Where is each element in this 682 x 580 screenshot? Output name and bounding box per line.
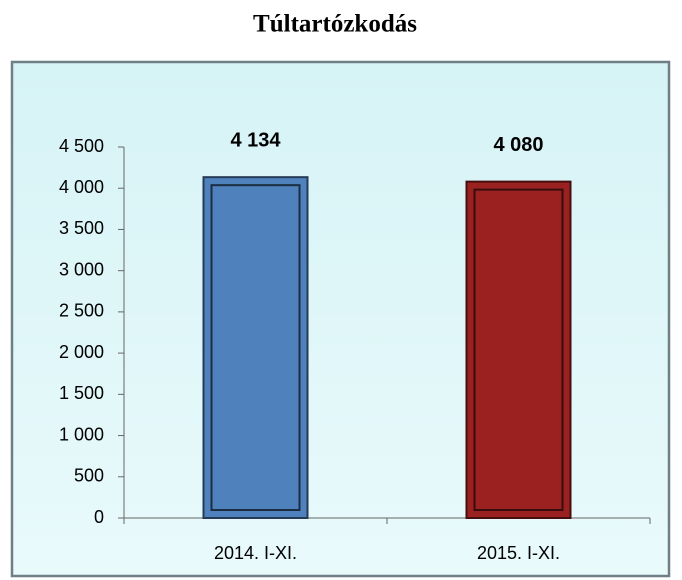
x-tick-label: 2014. I-XI. xyxy=(214,543,297,563)
value-label: 4 080 xyxy=(493,134,543,156)
y-tick-label: 2 500 xyxy=(59,301,104,321)
y-tick-label: 1 000 xyxy=(59,424,104,444)
y-tick-label: 4 000 xyxy=(59,177,104,197)
bar xyxy=(202,176,309,520)
y-tick-label: 2 000 xyxy=(59,342,104,362)
y-tick-label: 3 000 xyxy=(59,259,104,279)
y-tick-label: 4 500 xyxy=(59,136,104,156)
chart-title: Túltartózkodás xyxy=(253,11,417,38)
y-tick-label: 3 500 xyxy=(59,218,104,238)
y-tick-label: 500 xyxy=(74,466,104,486)
bar-bevel xyxy=(210,184,301,512)
y-tick-label: 0 xyxy=(94,507,104,527)
value-label: 4 134 xyxy=(230,129,281,151)
bar xyxy=(465,180,572,519)
y-tick-label: 1 500 xyxy=(59,383,104,403)
bar-bevel xyxy=(473,188,564,511)
x-tick-label: 2015. I-XI. xyxy=(477,543,560,563)
